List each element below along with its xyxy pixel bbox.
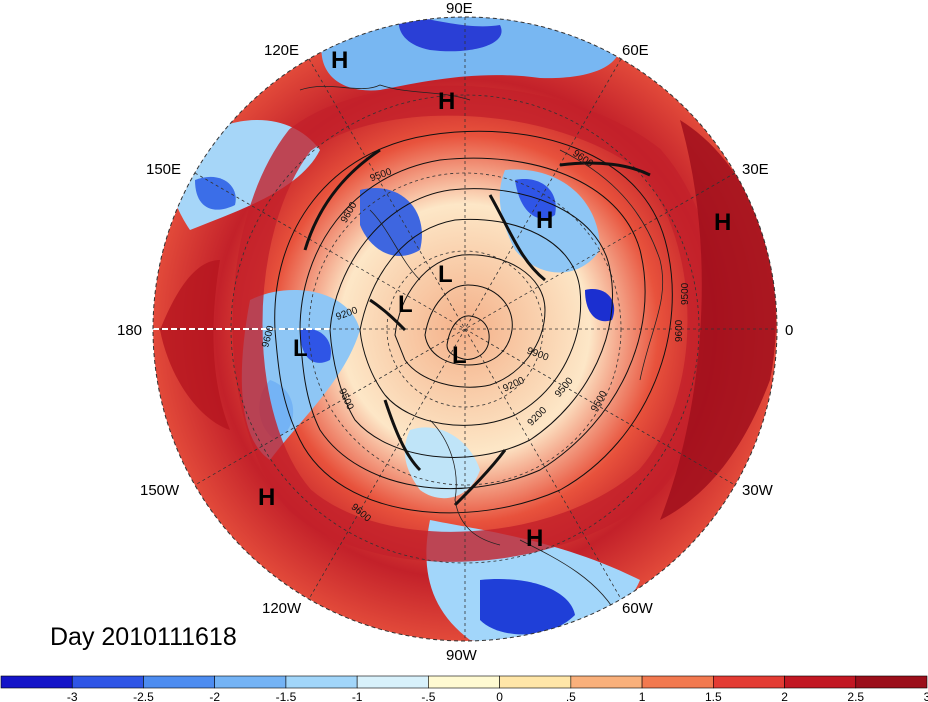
pressure-centers: H H H H H H L L L L	[258, 47, 731, 552]
lon-label-0: 0	[785, 322, 793, 339]
coastlines	[299, 84, 664, 621]
lon-label-30e: 30E	[742, 161, 769, 178]
lon-label-150e: 150E	[146, 161, 181, 178]
map-disc-border	[152, 16, 778, 642]
low-pressure-marker: L	[398, 291, 413, 318]
colorbar-swatch	[214, 675, 287, 689]
colorbar-tick-label: 2	[781, 690, 788, 702]
high-pressure-marker: H	[714, 209, 731, 236]
colorbar-swatch	[855, 675, 928, 689]
colorbar-tick-label: -3	[67, 690, 78, 702]
lon-label-120e: 120E	[264, 42, 299, 59]
colorbar-swatch	[570, 675, 643, 689]
colorbar-swatch	[499, 675, 572, 689]
low-pressure-marker: L	[438, 261, 453, 288]
high-pressure-marker: H	[258, 484, 275, 511]
colorbar-swatch	[784, 675, 857, 689]
colorbar-tick-label: -2	[209, 690, 220, 702]
colorbar-tick-label: -.5	[421, 690, 435, 702]
colorbar-swatch	[285, 675, 358, 689]
lon-label-60e: 60E	[622, 42, 649, 59]
colorbar-tick-label: -2.5	[133, 690, 154, 702]
height-contours	[274, 130, 673, 514]
colorbar-tick-label: 1.5	[705, 690, 722, 702]
colorbar-swatch	[71, 675, 144, 689]
colorbar-tick-label: 1	[639, 690, 646, 702]
colorbar-swatch	[641, 675, 714, 689]
colorbar-tick-labels: -3 -2.5 -2 -1.5 -1 -.5 0 .5 1 1.5 2 2.5 3	[67, 690, 928, 702]
colorbar-tick-label: 2.5	[847, 690, 864, 702]
high-pressure-marker: H	[526, 525, 543, 552]
colorbar-swatch	[356, 675, 429, 689]
lon-label-60w: 60W	[622, 600, 654, 617]
colorbar-tick-label: 0	[496, 690, 503, 702]
lon-label-90e: 90E	[446, 0, 473, 17]
low-pressure-marker: L	[293, 335, 308, 362]
colorbar-swatch	[713, 675, 785, 689]
longitude-labels: 90E 60E 30E 0 30W 60W 90W 120W 150W 180 …	[117, 0, 793, 664]
map-date-title: Day 2010111618	[50, 623, 237, 651]
lon-label-120w: 120W	[262, 600, 302, 617]
high-pressure-marker: H	[331, 47, 348, 74]
high-pressure-marker: H	[536, 207, 553, 234]
colorbar-swatch	[428, 675, 500, 689]
lon-label-30w: 30W	[742, 482, 774, 499]
colorbar-tick-label: .5	[566, 690, 576, 702]
colorbar-tick-label: -1	[352, 690, 363, 702]
contour-label: 9500	[680, 282, 691, 305]
colorbar-tick-label: 3	[924, 690, 928, 702]
lon-label-180: 180	[117, 322, 142, 339]
low-pressure-marker: L	[452, 342, 467, 369]
contour-label: 9600	[674, 319, 685, 342]
high-pressure-marker: H	[438, 88, 455, 115]
colorbar: -3 -2.5 -2 -1.5 -1 -.5 0 .5 1 1.5 2 2.5 3	[0, 675, 928, 702]
lon-label-90w: 90W	[446, 647, 478, 664]
colorbar-swatch	[143, 675, 215, 689]
lon-label-150w: 150W	[140, 482, 180, 499]
colorbar-swatches	[0, 675, 928, 689]
colorbar-swatch	[0, 675, 73, 689]
colorbar-tick-label: -1.5	[276, 690, 297, 702]
